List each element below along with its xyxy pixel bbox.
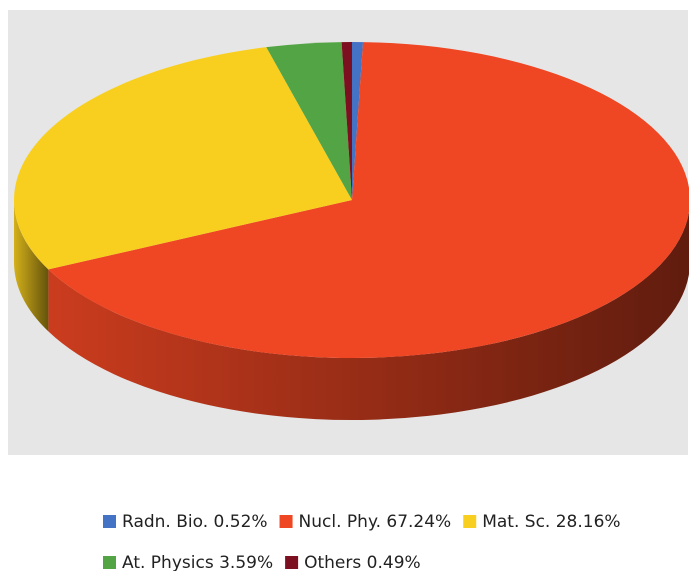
legend-swatch	[285, 556, 299, 569]
legend-value: 0.52%	[214, 512, 268, 532]
legend-label: At. Physics 3.59%	[122, 553, 273, 571]
legend-name: Radn. Bio.	[122, 512, 208, 532]
legend-label: Nucl. Phy. 67.24%	[299, 512, 452, 532]
legend-value: 0.49%	[367, 553, 421, 571]
slice	[13, 47, 352, 270]
slice	[266, 42, 352, 200]
legend-label: Others 0.49%	[304, 553, 421, 571]
legend-swatch	[463, 515, 477, 528]
legend-name: Nucl. Phy.	[299, 512, 381, 532]
slice-side	[48, 211, 689, 420]
legend-label: Radn. Bio. 0.52%	[122, 512, 268, 532]
slice	[48, 42, 689, 358]
slice	[352, 42, 364, 200]
legend-name: At. Physics	[122, 553, 214, 571]
legend-swatch	[279, 515, 293, 528]
legend-swatch	[103, 556, 116, 569]
slice-side	[13, 200, 49, 332]
legend-value: 28.16%	[556, 512, 621, 532]
legend-name: Mat. Sc.	[482, 512, 550, 532]
legend-value: 3.59%	[219, 553, 273, 571]
legend-label: Mat. Sc. 28.16%	[482, 512, 620, 532]
legend-value: 67.24%	[386, 512, 451, 532]
slice	[341, 42, 352, 200]
legend-swatch	[103, 515, 116, 528]
legend-name: Others	[304, 553, 361, 571]
